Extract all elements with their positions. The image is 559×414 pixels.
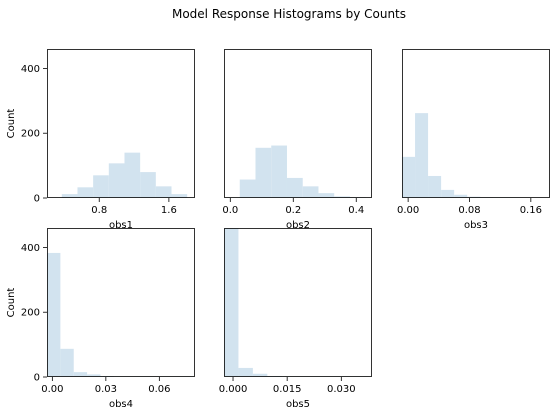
histogram-bar xyxy=(47,252,61,377)
histogram-panel-1: 0.8 1.6 0 200 400 obs1 Count xyxy=(6,49,195,231)
histogram-bar xyxy=(454,194,468,198)
histogram-bar xyxy=(87,374,101,377)
x-tick-label: 0.08 xyxy=(458,205,480,216)
histogram-bar xyxy=(428,175,442,198)
figure-title: Model Response Histograms by Counts xyxy=(172,7,406,21)
x-axis-label: obs2 xyxy=(286,220,310,231)
histogram-panel-2: 0.0 0.2 0.4 obs2 xyxy=(222,49,372,231)
x-tick-label: 0.0 xyxy=(222,205,238,216)
axes-frame xyxy=(47,49,195,198)
histogram-bar xyxy=(255,147,272,198)
x-tick-label: 1.6 xyxy=(161,205,177,216)
histogram-bar xyxy=(286,177,303,198)
y-axis-label: Count xyxy=(6,109,17,139)
y-axis-label: Count xyxy=(6,288,17,318)
y-tick-label: 0 xyxy=(34,194,40,205)
x-tick-label: 0.2 xyxy=(285,205,301,216)
histogram-bar xyxy=(60,348,74,377)
histogram-bar xyxy=(61,194,78,198)
axes-frame xyxy=(224,49,372,198)
y-tick-label: 0 xyxy=(34,373,40,384)
histogram-bar xyxy=(73,372,88,377)
histogram-bar xyxy=(124,152,141,198)
x-tick-label: 0.06 xyxy=(148,384,170,395)
x-tick-label: 0.16 xyxy=(520,205,542,216)
y-tick-label: 400 xyxy=(21,243,40,254)
histogram-bar xyxy=(224,228,239,377)
histogram-bars xyxy=(402,113,520,198)
x-tick-label: 0.030 xyxy=(327,384,356,395)
axes-frame xyxy=(47,228,195,377)
histogram-bars xyxy=(239,145,366,198)
y-tick-label: 400 xyxy=(21,64,40,75)
y-tick-label: 200 xyxy=(21,129,40,140)
histogram-bar xyxy=(93,175,109,198)
histogram-bars xyxy=(224,228,369,377)
histogram-bar xyxy=(155,186,172,198)
x-tick-label: 0.015 xyxy=(273,384,302,395)
histogram-bar xyxy=(239,179,256,198)
x-axis-label: obs5 xyxy=(286,399,310,410)
histogram-bar xyxy=(77,187,94,198)
histogram-bar xyxy=(302,186,319,198)
histogram-bar xyxy=(402,156,416,198)
histogram-bar xyxy=(140,172,156,198)
histogram-bar xyxy=(238,367,253,377)
x-axis-label: obs4 xyxy=(109,399,133,410)
x-tick-label: 0.03 xyxy=(95,384,117,395)
x-tick-label: 0.8 xyxy=(91,205,107,216)
axes-frame xyxy=(224,228,372,377)
x-tick-label: 0.00 xyxy=(41,384,63,395)
x-tick-label: 0.000 xyxy=(219,384,248,395)
x-tick-label: 0.4 xyxy=(348,205,364,216)
axes-frame xyxy=(402,49,550,198)
histogram-bar xyxy=(108,163,125,198)
x-axis-label: obs1 xyxy=(109,220,133,231)
histogram-bar xyxy=(271,145,287,198)
histogram-bars xyxy=(47,252,195,377)
histogram-panel-5: 0.000 0.015 0.030 obs5 xyxy=(219,228,372,410)
histogram-bar xyxy=(441,189,455,198)
histogram-bar xyxy=(415,113,429,198)
histogram-bar xyxy=(252,373,268,377)
x-tick-label: 0.00 xyxy=(397,205,419,216)
histogram-panel-4: 0.00 0.03 0.06 0 200 400 obs4 Count xyxy=(6,228,195,410)
y-tick-label: 200 xyxy=(21,308,40,319)
histogram-bar xyxy=(318,193,335,198)
x-axis-label: obs3 xyxy=(464,220,488,231)
histogram-bar xyxy=(171,194,188,198)
histogram-bars xyxy=(61,152,188,198)
histogram-panel-3: 0.00 0.08 0.16 obs3 xyxy=(397,49,550,231)
